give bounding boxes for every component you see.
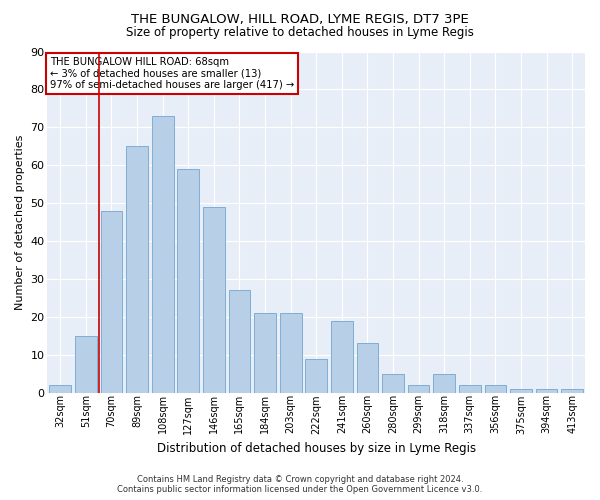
Bar [280,313,302,393]
Bar [485,385,506,393]
Bar [101,211,122,393]
Bar [459,385,481,393]
Bar [126,146,148,393]
Bar [49,385,71,393]
Bar [408,385,430,393]
Bar [433,374,455,393]
Bar [229,290,250,393]
Text: Size of property relative to detached houses in Lyme Regis: Size of property relative to detached ho… [126,26,474,39]
Bar [203,207,225,393]
Bar [382,374,404,393]
Bar [562,389,583,393]
Text: THE BUNGALOW HILL ROAD: 68sqm
← 3% of detached houses are smaller (13)
97% of se: THE BUNGALOW HILL ROAD: 68sqm ← 3% of de… [50,56,295,90]
Bar [356,344,379,393]
Y-axis label: Number of detached properties: Number of detached properties [15,134,25,310]
Bar [178,169,199,393]
Bar [305,358,327,393]
X-axis label: Distribution of detached houses by size in Lyme Regis: Distribution of detached houses by size … [157,442,476,455]
Bar [75,336,97,393]
Text: Contains HM Land Registry data © Crown copyright and database right 2024.
Contai: Contains HM Land Registry data © Crown c… [118,474,482,494]
Text: THE BUNGALOW, HILL ROAD, LYME REGIS, DT7 3PE: THE BUNGALOW, HILL ROAD, LYME REGIS, DT7… [131,12,469,26]
Bar [510,389,532,393]
Bar [254,313,276,393]
Bar [536,389,557,393]
Bar [331,320,353,393]
Bar [152,116,173,393]
